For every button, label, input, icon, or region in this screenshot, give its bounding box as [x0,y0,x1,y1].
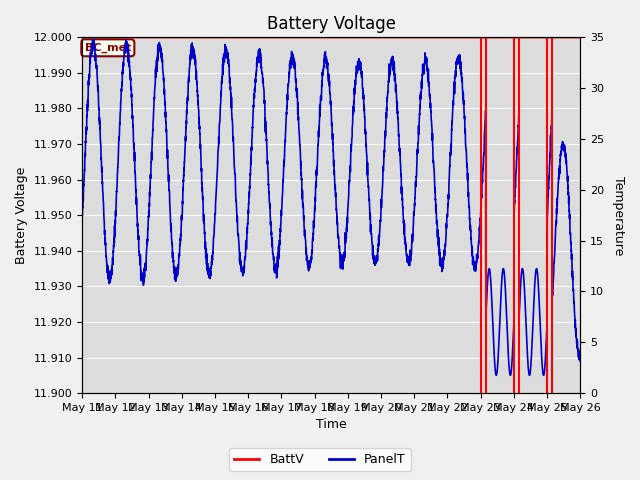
Y-axis label: Battery Voltage: Battery Voltage [15,167,28,264]
Legend: BattV, PanelT: BattV, PanelT [229,448,411,471]
Title: Battery Voltage: Battery Voltage [267,15,396,33]
Text: BC_met: BC_met [84,43,131,53]
X-axis label: Time: Time [316,419,347,432]
Y-axis label: Temperature: Temperature [612,176,625,255]
